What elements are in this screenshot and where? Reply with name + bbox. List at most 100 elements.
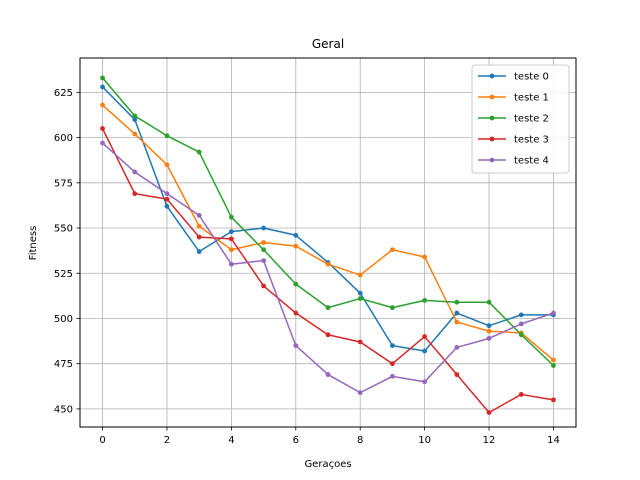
data-point [518,321,524,327]
y-tick-label: 550 [54,224,73,235]
data-point [390,373,395,379]
legend-swatch-marker [489,136,495,142]
y-tick-label: 475 [54,359,73,370]
data-point [228,236,234,242]
data-point [486,299,492,305]
data-point [164,191,170,197]
data-point [293,232,299,238]
legend-swatch-marker [489,157,495,163]
data-point [228,229,234,235]
x-tick-label: 4 [228,435,234,446]
data-point [422,379,428,385]
x-axis-title: Geraçoes [304,459,351,470]
y-tick-label: 500 [54,314,73,325]
data-point [390,247,395,253]
y-tick-label: 625 [54,88,73,99]
legend-item: teste 0 [478,72,549,83]
y-tick-label: 600 [54,133,73,144]
data-point [261,283,266,289]
legend-box [471,64,570,174]
data-point [100,126,105,131]
data-point [164,196,170,202]
data-point [132,169,138,175]
y-tick-label: 450 [54,404,73,415]
data-point [196,223,202,229]
legend-swatch-marker [489,115,495,121]
data-point [100,84,105,90]
data-point [196,212,202,218]
data-point [228,214,234,220]
legend: teste 0 teste 1 teste 2 teste 3 teste 4 [471,64,570,174]
data-point [551,310,556,316]
x-tick-label: 10 [418,435,431,446]
series-teste-4 [100,140,556,396]
x-tick-label: 2 [164,435,170,446]
legend-item: teste 3 [478,135,549,146]
data-point [261,225,266,231]
data-point [132,191,138,197]
data-point [100,75,105,81]
data-point [293,310,299,316]
data-point [357,272,363,278]
data-point [293,281,299,287]
data-point [486,410,492,415]
data-point [551,397,556,403]
data-point [454,372,460,377]
chart-title: Geral [312,37,344,51]
data-point [228,261,234,267]
data-point [325,261,331,267]
data-point [100,102,105,108]
plot-frame [79,57,577,428]
data-point [390,361,395,367]
legend-item: teste 2 [478,114,549,125]
data-point [325,305,331,311]
data-point [261,240,266,245]
data-point [390,305,395,311]
data-point [325,372,331,377]
data-point [132,131,138,137]
data-point [132,113,138,119]
data-point [422,348,428,354]
x-tick-label: 8 [357,435,363,446]
series-teste-2 [100,75,556,368]
data-point [486,328,492,334]
data-point [164,133,170,139]
data-point [551,357,556,363]
data-point [518,332,524,338]
data-point [486,323,492,329]
y-axis-title: Fitness [28,226,39,261]
x-tick-label: 0 [99,435,105,446]
legend-swatch-marker [489,94,495,100]
data-point [357,339,363,345]
y-tick-label: 575 [54,178,73,189]
data-point [551,363,556,368]
data-point [293,243,299,249]
legend-label: teste 4 [514,156,549,167]
legend-label: teste 3 [514,135,549,146]
data-point [261,247,266,253]
data-point [357,290,363,296]
y-axis: 450 475 500 525 550 575 600 625 [54,88,80,415]
data-point [454,310,460,316]
legend-item: teste 4 [478,156,549,167]
series-teste-1 [100,102,556,363]
data-point [293,343,299,349]
data-point [100,140,105,146]
data-point [261,258,266,263]
data-point [132,117,138,122]
data-point [164,203,170,209]
legend-label: teste 2 [514,114,549,125]
data-point [196,234,202,240]
legend-swatch-marker [489,73,495,79]
data-point [357,390,363,396]
data-point [486,335,492,341]
x-axis: 0 2 4 6 8 10 12 14 [99,427,560,446]
data-point [390,343,395,349]
data-point [357,296,363,301]
series-layer [100,75,556,415]
data-point [228,247,234,253]
data-point [422,334,428,339]
data-point [518,312,524,318]
data-point [164,162,170,168]
